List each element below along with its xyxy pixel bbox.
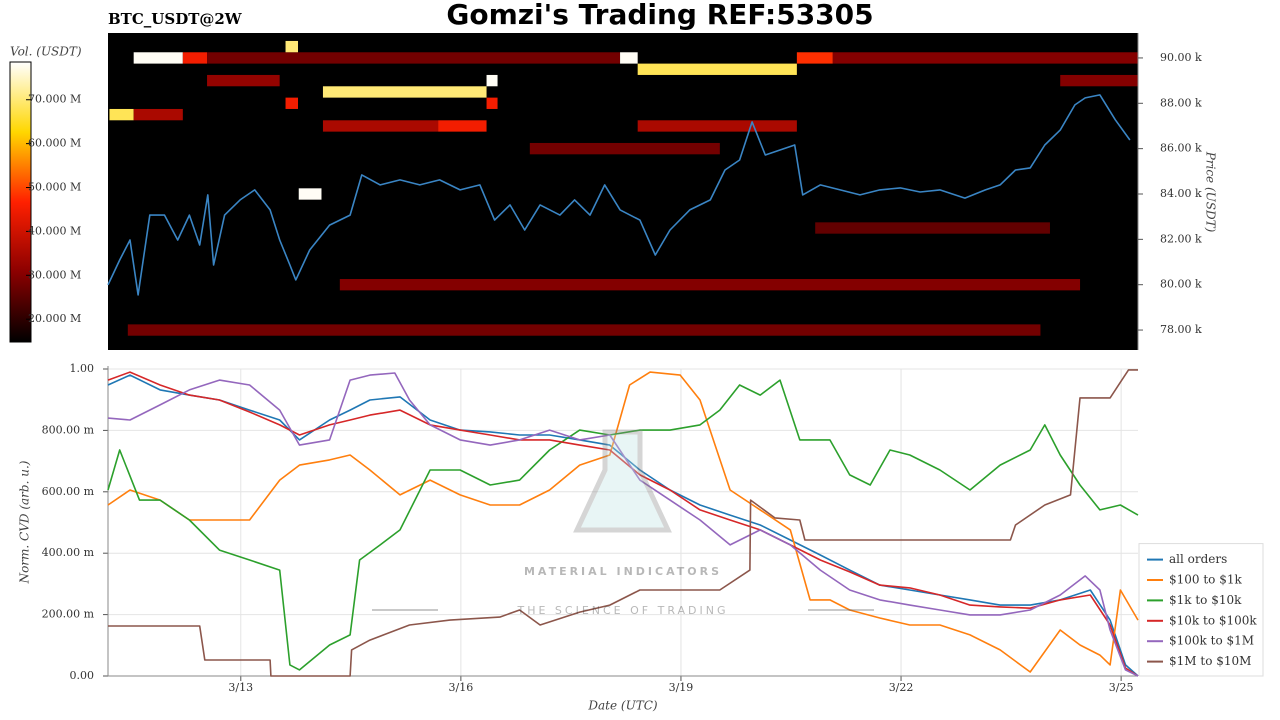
heatmap-cell (486, 74, 498, 87)
legend-label: all orders (1169, 552, 1227, 566)
price-tick-label: 78.00 k (1160, 323, 1202, 336)
heatmap-cell (109, 108, 134, 121)
x-tick-label: 3/22 (889, 681, 914, 694)
heatmap-cell (832, 52, 1138, 64)
legend-label: $100 to $1k (1169, 573, 1242, 587)
price-line (107, 94, 1131, 296)
watermark-flask (573, 429, 672, 533)
x-tick-label: 3/25 (1109, 681, 1134, 694)
cvd-line (107, 372, 1139, 677)
heatmap-cell (1060, 74, 1138, 87)
heatmap-cell (285, 40, 299, 53)
price-tick-label: 86.00 k (1160, 142, 1202, 155)
y-tick-label: 1.00 (70, 362, 95, 375)
colorbar-label: Vol. (USDT) (10, 45, 82, 59)
heatmap-cell (298, 188, 322, 200)
watermark-subtext: THE SCIENCE OF TRADING (516, 604, 728, 617)
heatmap-cell (133, 108, 183, 121)
heatmap-cell (285, 97, 299, 109)
price-tick-label: 80.00 k (1160, 278, 1202, 291)
heatmap-cell (796, 52, 833, 64)
legend-label: $1M to $10M (1169, 654, 1251, 668)
heatmap-cell (133, 52, 183, 64)
x-tick-label: 3/19 (669, 681, 694, 694)
x-tick-label: 3/16 (449, 681, 474, 694)
heatmap-cell (486, 97, 498, 109)
heatmap-cell (322, 86, 487, 98)
y-tick-label: 0.00 (70, 669, 95, 682)
y-tick-label: 800.00 m (42, 423, 95, 436)
colorbar-tick-label: 30.000 M (28, 268, 81, 281)
legend-box (1138, 543, 1264, 677)
cvd-line (107, 371, 1139, 677)
symbol-label: BTC_USDT@2W (108, 10, 243, 28)
cvd-line (107, 379, 1139, 671)
heatmap-cell (207, 74, 280, 87)
colorbar-tick-label: 50.000 M (28, 181, 81, 194)
page-title: Gomzi's Trading REF:53305 (446, 0, 873, 31)
heatmap-cell (207, 52, 621, 64)
cvd-line (107, 371, 1139, 673)
price-tick-label: 84.00 k (1160, 187, 1202, 200)
heatmap-cell (182, 52, 208, 64)
colorbar-tick-label: 40.000 M (28, 224, 81, 237)
price-tick-label: 88.00 k (1160, 96, 1202, 109)
heatmap-cell (438, 120, 487, 132)
heatmap-cell (127, 324, 1041, 336)
colorbar-tick-label: 60.000 M (28, 137, 81, 150)
cvd-line (108, 369, 1138, 677)
price-tick-label: 82.00 k (1160, 232, 1202, 245)
heatmap-cell (637, 120, 797, 132)
colorbar (9, 61, 32, 343)
heatmap-cell (620, 52, 638, 64)
heatmap-cell (339, 279, 1081, 291)
x-tick-label: 3/13 (228, 681, 253, 694)
y-tick-label: 400.00 m (42, 546, 95, 559)
legend-label: $100k to $1M (1169, 634, 1254, 648)
price-tick-label: 90.00 k (1160, 51, 1202, 64)
y-tick-label: 200.00 m (42, 608, 95, 621)
heatmap-cell (322, 120, 439, 132)
watermark-text: MATERIAL INDICATORS (524, 565, 722, 578)
watermark: MATERIAL INDICATORS THE SCIENCE OF TRADIN… (372, 429, 874, 617)
y-axis-label: Norm. CVD (arb. u.) (18, 460, 32, 584)
price-axis-label: Price (USDT) (1204, 151, 1218, 233)
legend-label: $10k to $100k (1169, 613, 1257, 627)
legend-label: $1k to $10k (1169, 593, 1242, 607)
x-axis-label: Date (UTC) (587, 699, 657, 713)
colorbar-tick-label: 20.000 M (28, 312, 81, 325)
colorbar-tick-label: 70.000 M (28, 93, 81, 106)
heatmap-cell (815, 222, 1050, 234)
heatmap-cell (529, 142, 720, 155)
y-tick-label: 600.00 m (42, 485, 95, 498)
heatmap-cell (637, 63, 797, 75)
